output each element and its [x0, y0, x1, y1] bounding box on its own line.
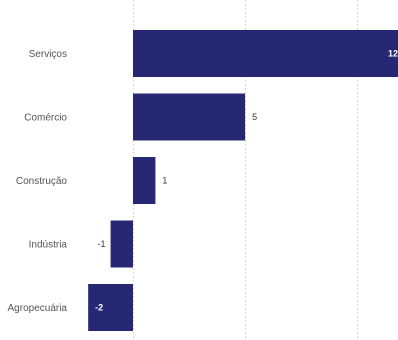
bar-0[interactable]: [133, 30, 398, 77]
bar-4[interactable]: [88, 284, 133, 331]
category-labels: Serviços Comércio Construção Indústria Agrop…: [8, 49, 68, 314]
bar-2[interactable]: [133, 157, 156, 204]
category-label-4: Agropecuária: [8, 303, 68, 314]
value-label-2: 1: [162, 176, 167, 186]
bars: [88, 30, 398, 331]
category-label-1: Comércio: [24, 113, 67, 124]
category-label-3: Indústria: [29, 240, 68, 251]
value-label-1: 5: [252, 112, 257, 122]
value-label-3: -1: [98, 239, 106, 249]
category-label-0: Serviços: [29, 49, 67, 60]
bar-1[interactable]: [133, 93, 246, 141]
bar-3[interactable]: [110, 220, 133, 268]
value-label-4: -2: [95, 303, 103, 313]
value-label-0: 12: [388, 49, 398, 59]
category-label-2: Construção: [16, 176, 68, 187]
value-labels: 12 5 1 -1 -2: [95, 49, 398, 313]
